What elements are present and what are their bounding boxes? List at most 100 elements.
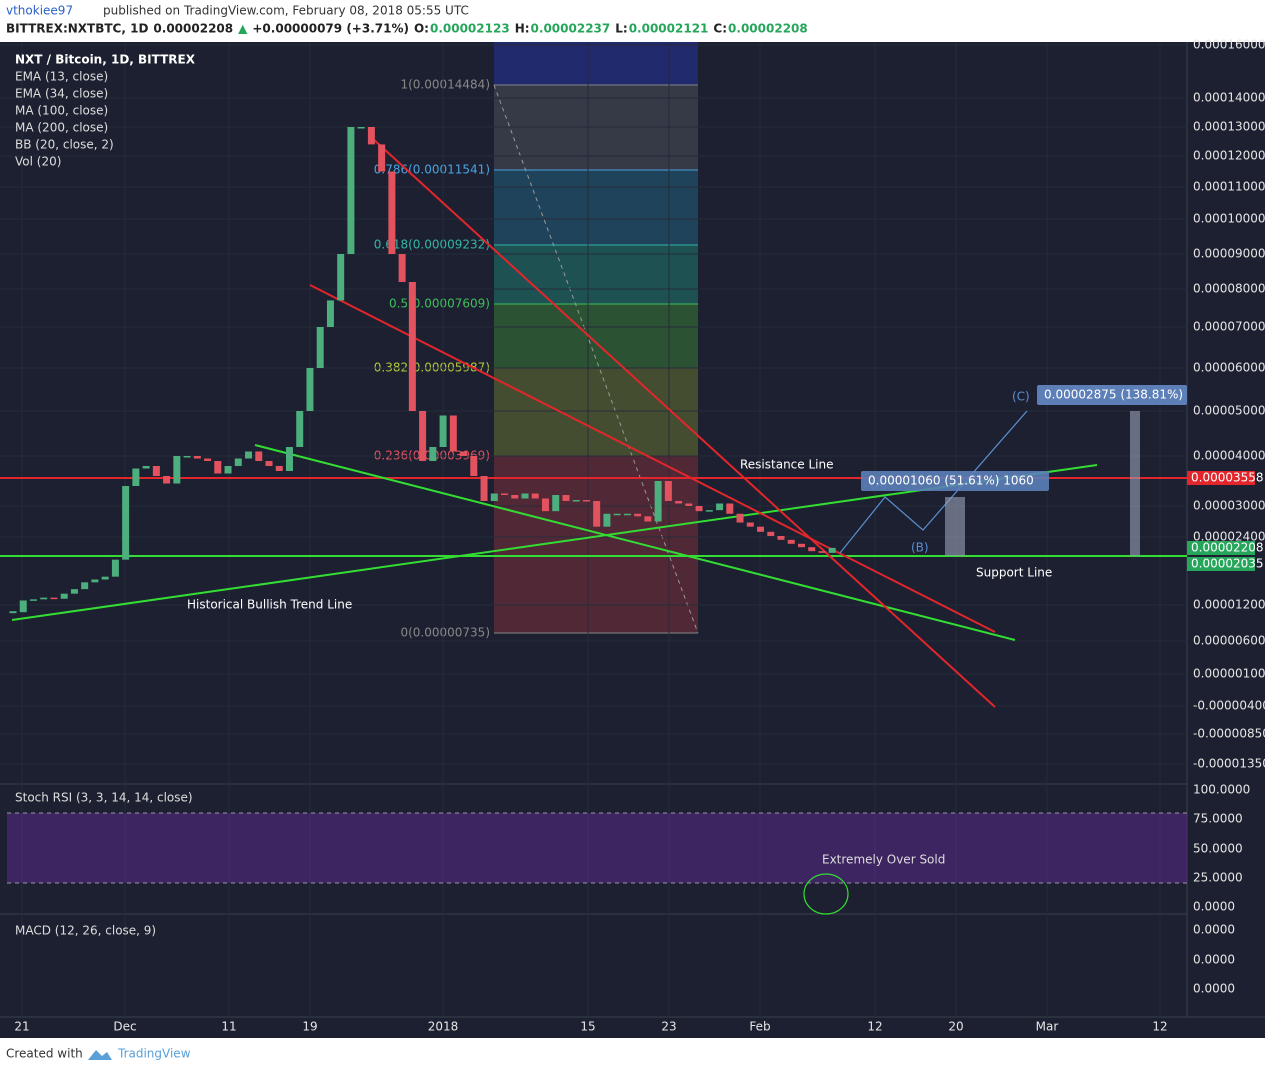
target-label: 0.00001060 (51.61%) 1060 [868,474,1034,488]
trend-line [254,444,1016,641]
fib-band [494,245,698,304]
candle [675,501,683,504]
candle [91,579,99,583]
x-tick-label: 15 [580,1020,595,1034]
x-tick-label: Feb [749,1020,770,1034]
y-tick-label: 0.00004000 [1193,449,1265,463]
trend-line [309,284,996,633]
measure-bar [1130,411,1140,556]
candle [122,486,130,560]
price-tag-label: 0.00003558 [1191,471,1264,485]
y-tick-label: 0.00006000 [1193,361,1265,375]
y-tick-label: 0.00000600 [1193,634,1265,648]
legend-item: EMA (13, close) [15,70,108,84]
candle [511,495,519,499]
candle [29,599,37,601]
y-tick-label: 0.00009000 [1193,247,1265,261]
header-field: +0.00000079 (+3.71%) [252,22,409,36]
candle [582,500,590,502]
target-box [1037,385,1187,405]
footer-brand[interactable]: TradingView [117,1047,191,1061]
candle [603,513,611,527]
candle [757,526,765,532]
candle [357,127,365,129]
candle [70,589,78,594]
candle [388,171,396,254]
candle [132,468,140,486]
candle [306,368,314,411]
x-tick-label: 12 [1152,1020,1167,1034]
legend-item: NXT / Bitcoin, 1D, BITTREX [15,53,196,67]
y-tick-label: 100.0000 [1193,783,1250,797]
candle [736,513,744,523]
logo [88,1050,112,1060]
fib-label: 1(0.00014484) [400,78,490,92]
y-tick-label: 0.0000 [1193,953,1235,967]
measure-bar [945,497,965,556]
candle [265,461,273,466]
y-tick-label: 0.00008000 [1193,282,1265,296]
candle [367,127,375,145]
annotation: Historical Bullish Trend Line [187,598,352,612]
candle [429,447,437,461]
candle [173,456,181,484]
candle [521,493,529,499]
pane-title: Stoch RSI (3, 3, 14, 14, close) [15,791,193,805]
candle [695,506,703,512]
author[interactable]: vthokiee97 [6,4,73,18]
candle [501,493,509,495]
candle [470,456,478,476]
stoch-band [7,813,1187,883]
y-tick-label: 0.00001200 [1193,598,1265,612]
fib-band [494,304,698,368]
annotation: Support Line [976,566,1052,580]
candle [562,495,570,501]
projection [839,410,1028,554]
y-tick-label: 0.0000 [1193,982,1235,996]
x-tick-label: 11 [221,1020,236,1034]
y-tick-label: 25.0000 [1193,871,1243,885]
x-tick-label: Dec [113,1020,136,1034]
header-field: 0.00002237 [531,22,611,36]
y-tick-label: -0.00000400 [1193,699,1265,713]
candle [378,144,386,172]
candle [460,451,468,456]
header-field: O: [414,22,429,36]
header-field: 0.00002123 [430,22,510,36]
fib-band [494,170,698,245]
candle [326,300,334,327]
candle [275,466,283,471]
candle [224,466,232,474]
fib-label: 0.618(0.00009232) [374,238,490,252]
fib-band [494,368,698,456]
candle [490,493,498,501]
y-tick-label: 0.00000100 [1193,667,1265,681]
x-tick-label: 23 [661,1020,676,1034]
published: published on TradingView.com, February 0… [103,4,469,18]
y-tick-label: 0.00003000 [1193,499,1265,513]
candle [634,513,642,517]
target-box [861,471,1049,491]
price-tag [1187,557,1255,571]
x-tick-label: 21 [14,1020,29,1034]
candle [777,535,785,540]
candle [111,559,119,577]
y-tick-label: 0.00013000 [1193,120,1265,134]
x-tick-label: 12 [867,1020,882,1034]
candle [726,503,734,514]
y-tick-label: 50.0000 [1193,842,1243,856]
candle [705,510,713,512]
candle [285,447,293,471]
candle [818,551,826,553]
candle [9,611,17,614]
legend-item: MA (200, close) [15,121,108,135]
candle [552,495,560,512]
legend-item: EMA (34, close) [15,87,108,101]
candle [644,516,652,522]
y-tick-label: 75.0000 [1193,812,1243,826]
footer-created: Created with [6,1047,83,1061]
price-tag [1187,541,1255,555]
candle [234,458,242,466]
y-tick-label: 0.00014000 [1193,91,1265,105]
